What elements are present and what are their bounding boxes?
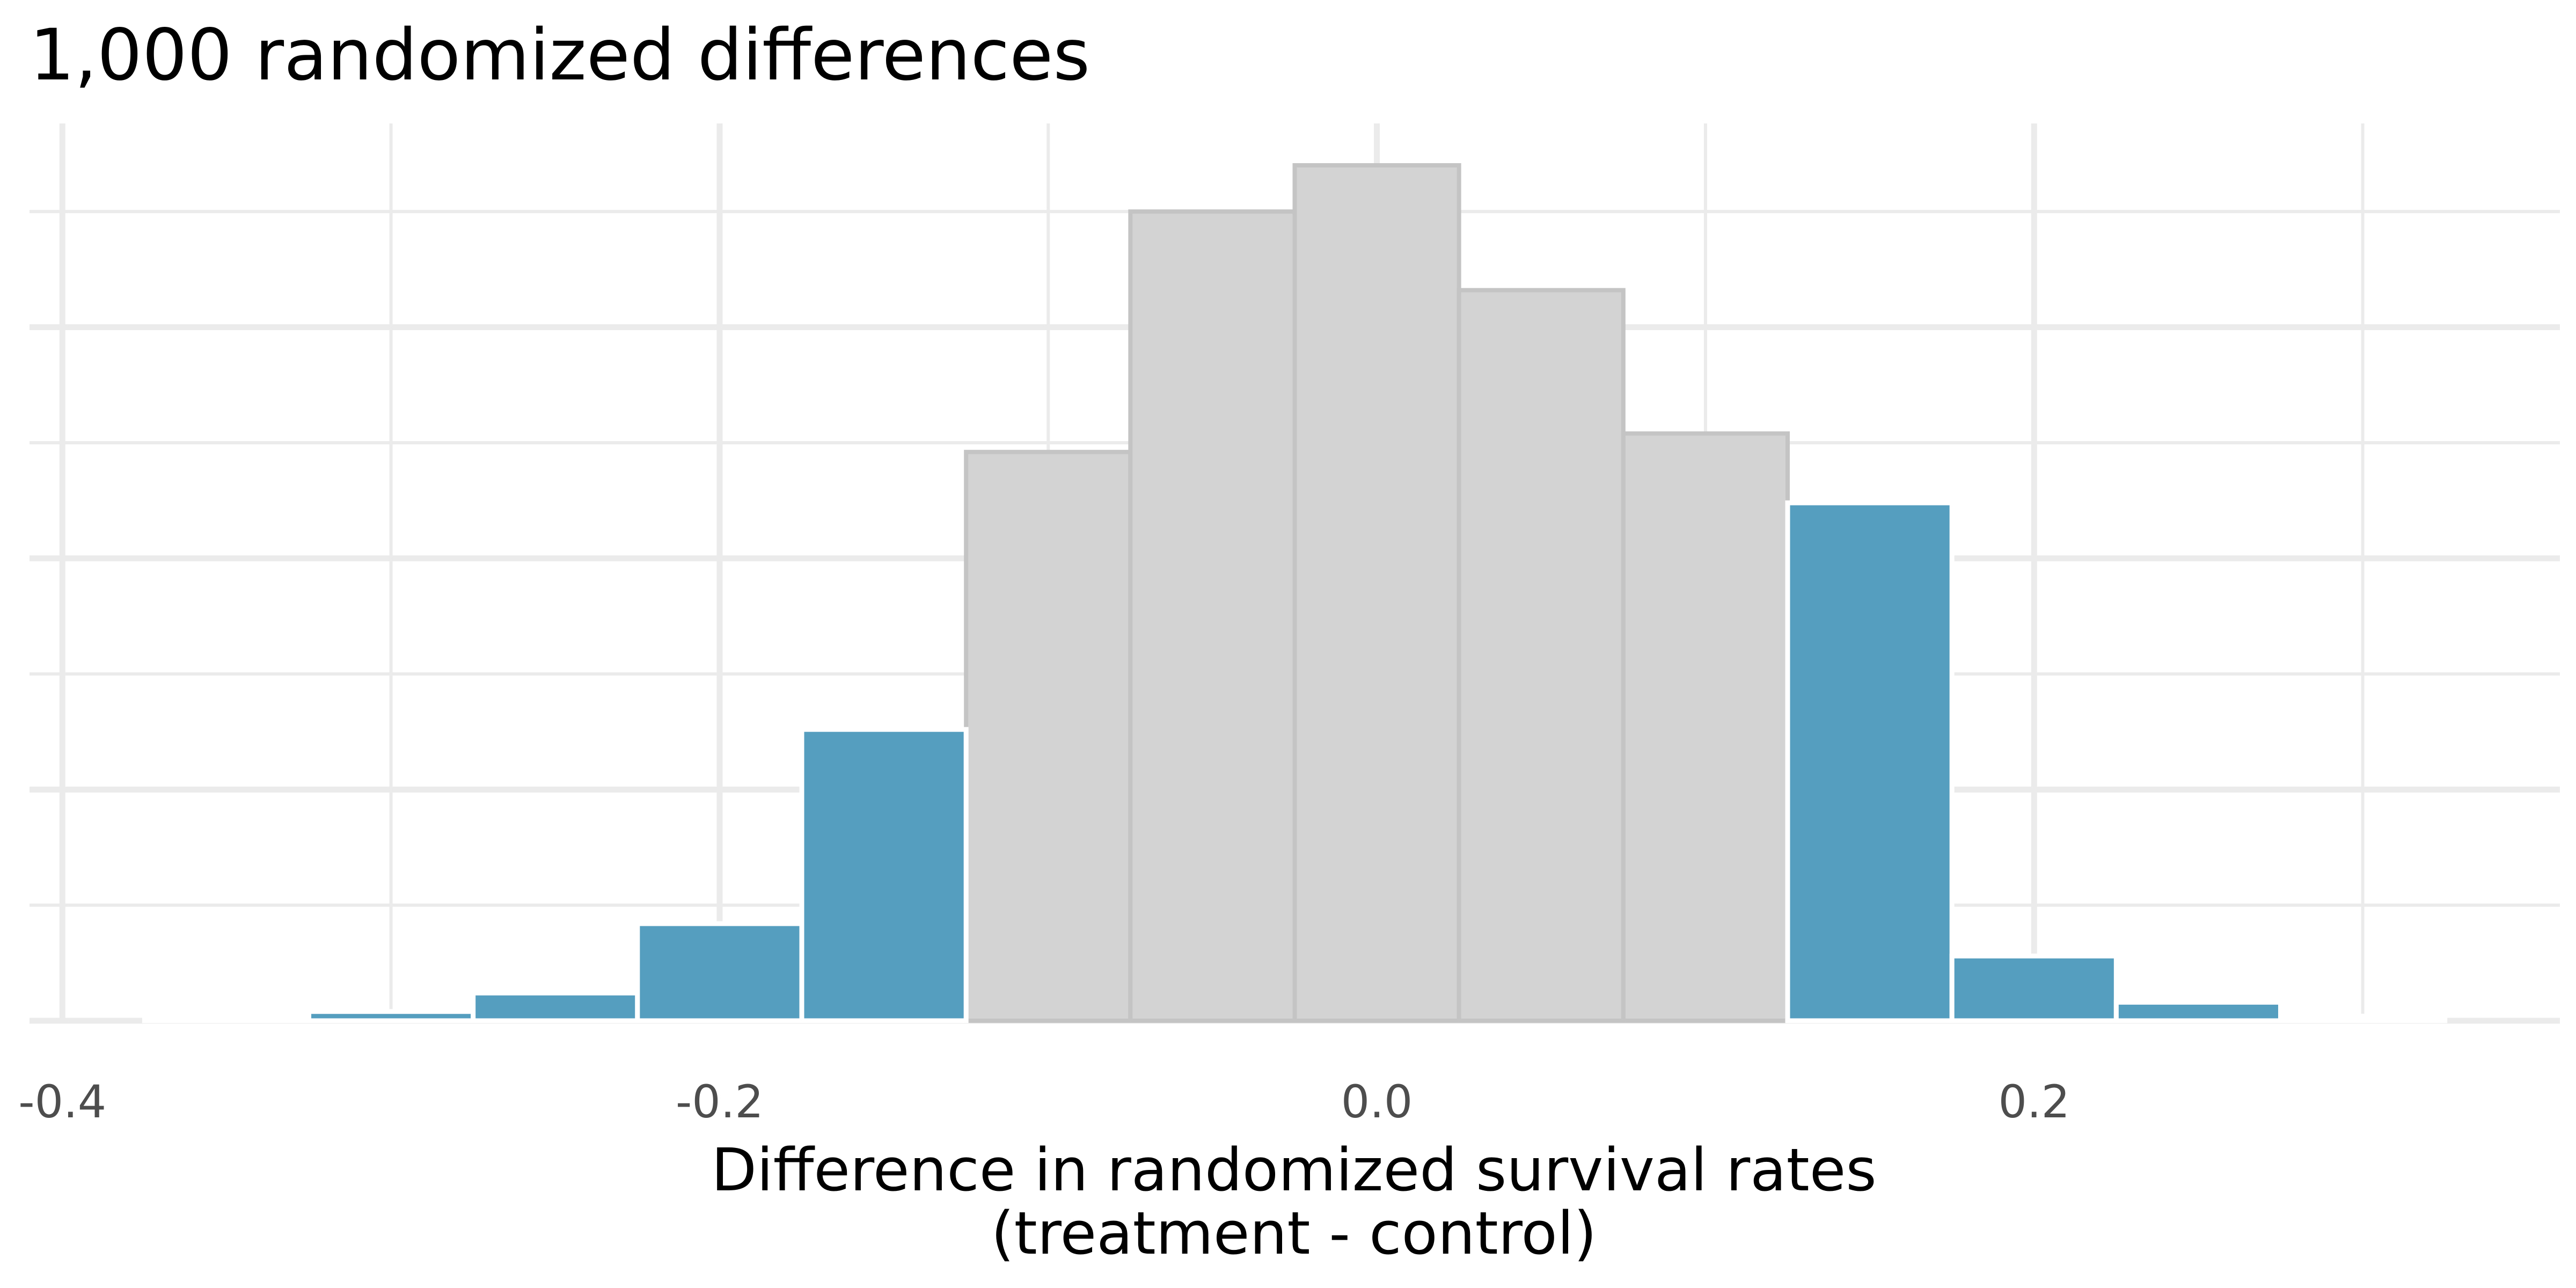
x-tick-label: 0.2	[1998, 1075, 2070, 1128]
bars-layer	[142, 163, 2448, 1023]
x-tick-labels: -0.4 -0.2 0.0 0.2	[18, 1075, 2070, 1128]
histogram-bar-tail	[1785, 500, 1955, 1023]
x-tick-label: -0.4	[18, 1075, 106, 1128]
x-axis-title: Difference in randomized survival rates	[711, 1136, 1876, 1204]
histogram-bar-tail	[1949, 953, 2119, 1023]
x-tick-label: 0.0	[1341, 1075, 1413, 1128]
histogram-bar-center	[1457, 288, 1626, 1023]
histogram-bar-tail	[799, 727, 969, 1023]
histogram-bar-tail	[635, 921, 804, 1023]
histogram-bar-center	[1621, 431, 1790, 1023]
x-tick-label: -0.2	[676, 1075, 764, 1128]
histogram-bar-center	[1292, 163, 1461, 1023]
histogram-bar-center	[964, 450, 1133, 1023]
histogram-bar-tail	[471, 990, 640, 1023]
histogram-bar-tail	[2113, 1000, 2284, 1023]
x-axis-subtitle: (treatment - control)	[991, 1199, 1597, 1268]
histogram-bar-center	[1128, 209, 1297, 1023]
histogram-bar-tail	[2278, 1013, 2448, 1023]
chart-title: 1,000 randomized differences	[30, 14, 1090, 97]
histogram-bar-tail	[142, 1017, 311, 1023]
histogram-bar-tail	[306, 1009, 476, 1023]
